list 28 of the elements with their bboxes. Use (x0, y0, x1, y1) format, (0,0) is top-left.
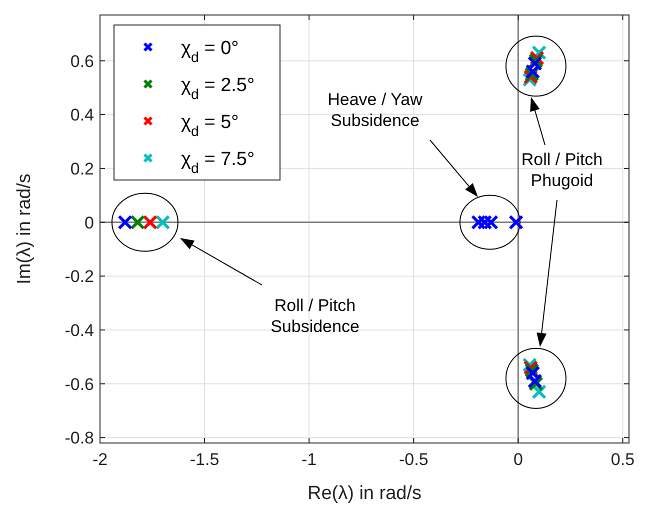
y-tick-label: -0.4 (64, 320, 94, 340)
y-tick-label: 0.4 (70, 106, 94, 125)
x-tick-label: -1 (302, 450, 317, 469)
y-tick-label: -0.6 (64, 374, 94, 394)
point (118, 214, 133, 230)
point (155, 214, 170, 230)
y-tick-label: -0.2 (64, 267, 94, 286)
x-tick-label: 0 (513, 450, 523, 469)
annotation: Roll / Pitch Phugoid (521, 150, 603, 190)
y-tick-label: 0 (84, 213, 94, 232)
y-axis-title: Im(λ) in rad/s (14, 174, 35, 284)
y-tick-label: -0.8 (64, 428, 94, 448)
point (508, 214, 524, 230)
y-tick-label: 0.2 (70, 159, 94, 178)
legend-label: χ$_{d}$ = 0° (181, 38, 239, 66)
legend-label: χ$_{d}$ = 5° (181, 112, 239, 140)
annotation: Heave / Yaw Subsidence (328, 90, 424, 130)
x-tick-label: -2 (92, 450, 108, 469)
x-tick-label: -0.5 (398, 450, 428, 469)
point (142, 214, 158, 230)
point (130, 214, 146, 230)
x-tick-label: -1.5 (190, 450, 220, 469)
x-tick-label: 0.5 (610, 450, 635, 469)
y-tick-label: 0.6 (70, 52, 94, 71)
x-axis-title: Re(λ) in rad/s (307, 483, 422, 504)
annotation: Roll / Pitch Subsidence (270, 296, 360, 336)
legend-label: χ$_{d}$ = 7.5° (181, 149, 255, 177)
legend-label: χ$_{d}$ = 2.5° (181, 75, 255, 103)
